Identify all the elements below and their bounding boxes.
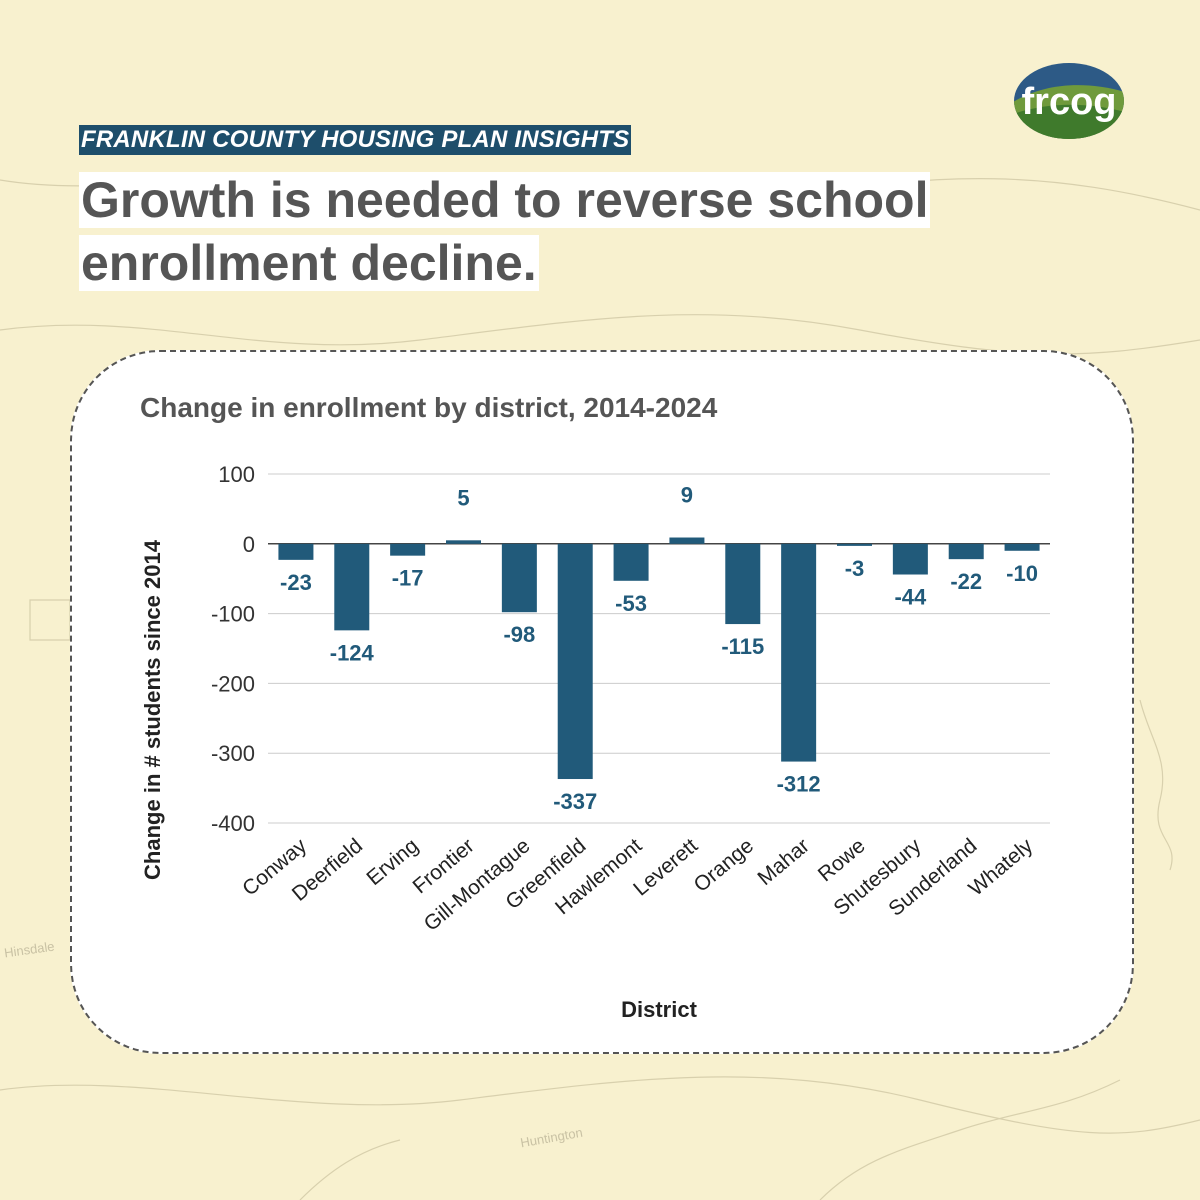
data-label: 9 — [681, 483, 693, 508]
x-axis-label: District — [621, 997, 697, 1022]
bar-sunderland — [948, 543, 984, 560]
bars — [278, 537, 1040, 780]
bar-gill-montague — [501, 543, 537, 613]
bar-rowe — [837, 543, 872, 546]
data-label: -124 — [330, 640, 375, 665]
bar-orange — [725, 543, 761, 625]
bar-shutesbury — [892, 543, 928, 575]
bar-greenfield — [557, 543, 593, 780]
data-label: -17 — [392, 566, 424, 591]
data-label: -337 — [553, 789, 597, 814]
data-label: -10 — [1006, 561, 1038, 586]
data-label: -53 — [615, 591, 647, 616]
bar-deerfield — [334, 543, 370, 631]
bar-leverett — [669, 537, 705, 544]
kicker-label: FRANKLIN COUNTY HOUSING PLAN INSIGHTS — [79, 125, 632, 155]
data-label: -98 — [503, 622, 535, 647]
y-tick-label: 0 — [243, 532, 255, 557]
data-labels: -23 -124 -17 5 -98 -337 -53 9 -115 -312 -3 -44 -22 -1… — [280, 483, 1038, 815]
data-label: -23 — [280, 570, 312, 595]
bar-conway — [278, 543, 314, 560]
data-label: -44 — [894, 585, 927, 610]
x-tick-label: Orange — [690, 834, 758, 897]
y-tick-label: -400 — [211, 811, 255, 836]
x-tick-label: Whately — [964, 834, 1037, 901]
grid-lines — [268, 473, 1050, 824]
x-tick-label: Leverett — [629, 834, 702, 900]
chart-card — [70, 350, 1134, 1054]
data-label: -312 — [777, 772, 821, 797]
bar-whately — [1004, 543, 1040, 551]
data-label: -22 — [950, 569, 982, 594]
chart-title: Change in enrollment by district, 2014-2… — [140, 392, 718, 423]
y-tick-label: -300 — [211, 741, 255, 766]
y-tick-label: -100 — [211, 602, 255, 627]
x-tick-labels: ConwayDeerfieldErvingFrontierGill-Montag… — [238, 834, 1037, 936]
bar-hawlemont — [613, 543, 649, 581]
x-tick-label: Mahar — [753, 834, 813, 890]
logo-text: frcog — [1022, 81, 1117, 123]
y-axis-label: Change in # students since 2014 — [140, 539, 165, 880]
bar-mahar — [781, 543, 817, 762]
headline: Growth is needed to reverse school enrol… — [79, 169, 979, 295]
data-label: 5 — [457, 485, 469, 510]
y-tick-labels: 100 0 -100 -200 -300 -400 — [211, 462, 255, 836]
data-label: -3 — [845, 556, 865, 581]
frcog-logo: frcog — [1014, 63, 1124, 139]
data-label: -115 — [721, 634, 764, 659]
y-tick-label: -200 — [211, 671, 255, 696]
bar-erving — [390, 543, 426, 556]
y-tick-label: 100 — [218, 462, 255, 487]
bar-frontier — [446, 540, 481, 544]
